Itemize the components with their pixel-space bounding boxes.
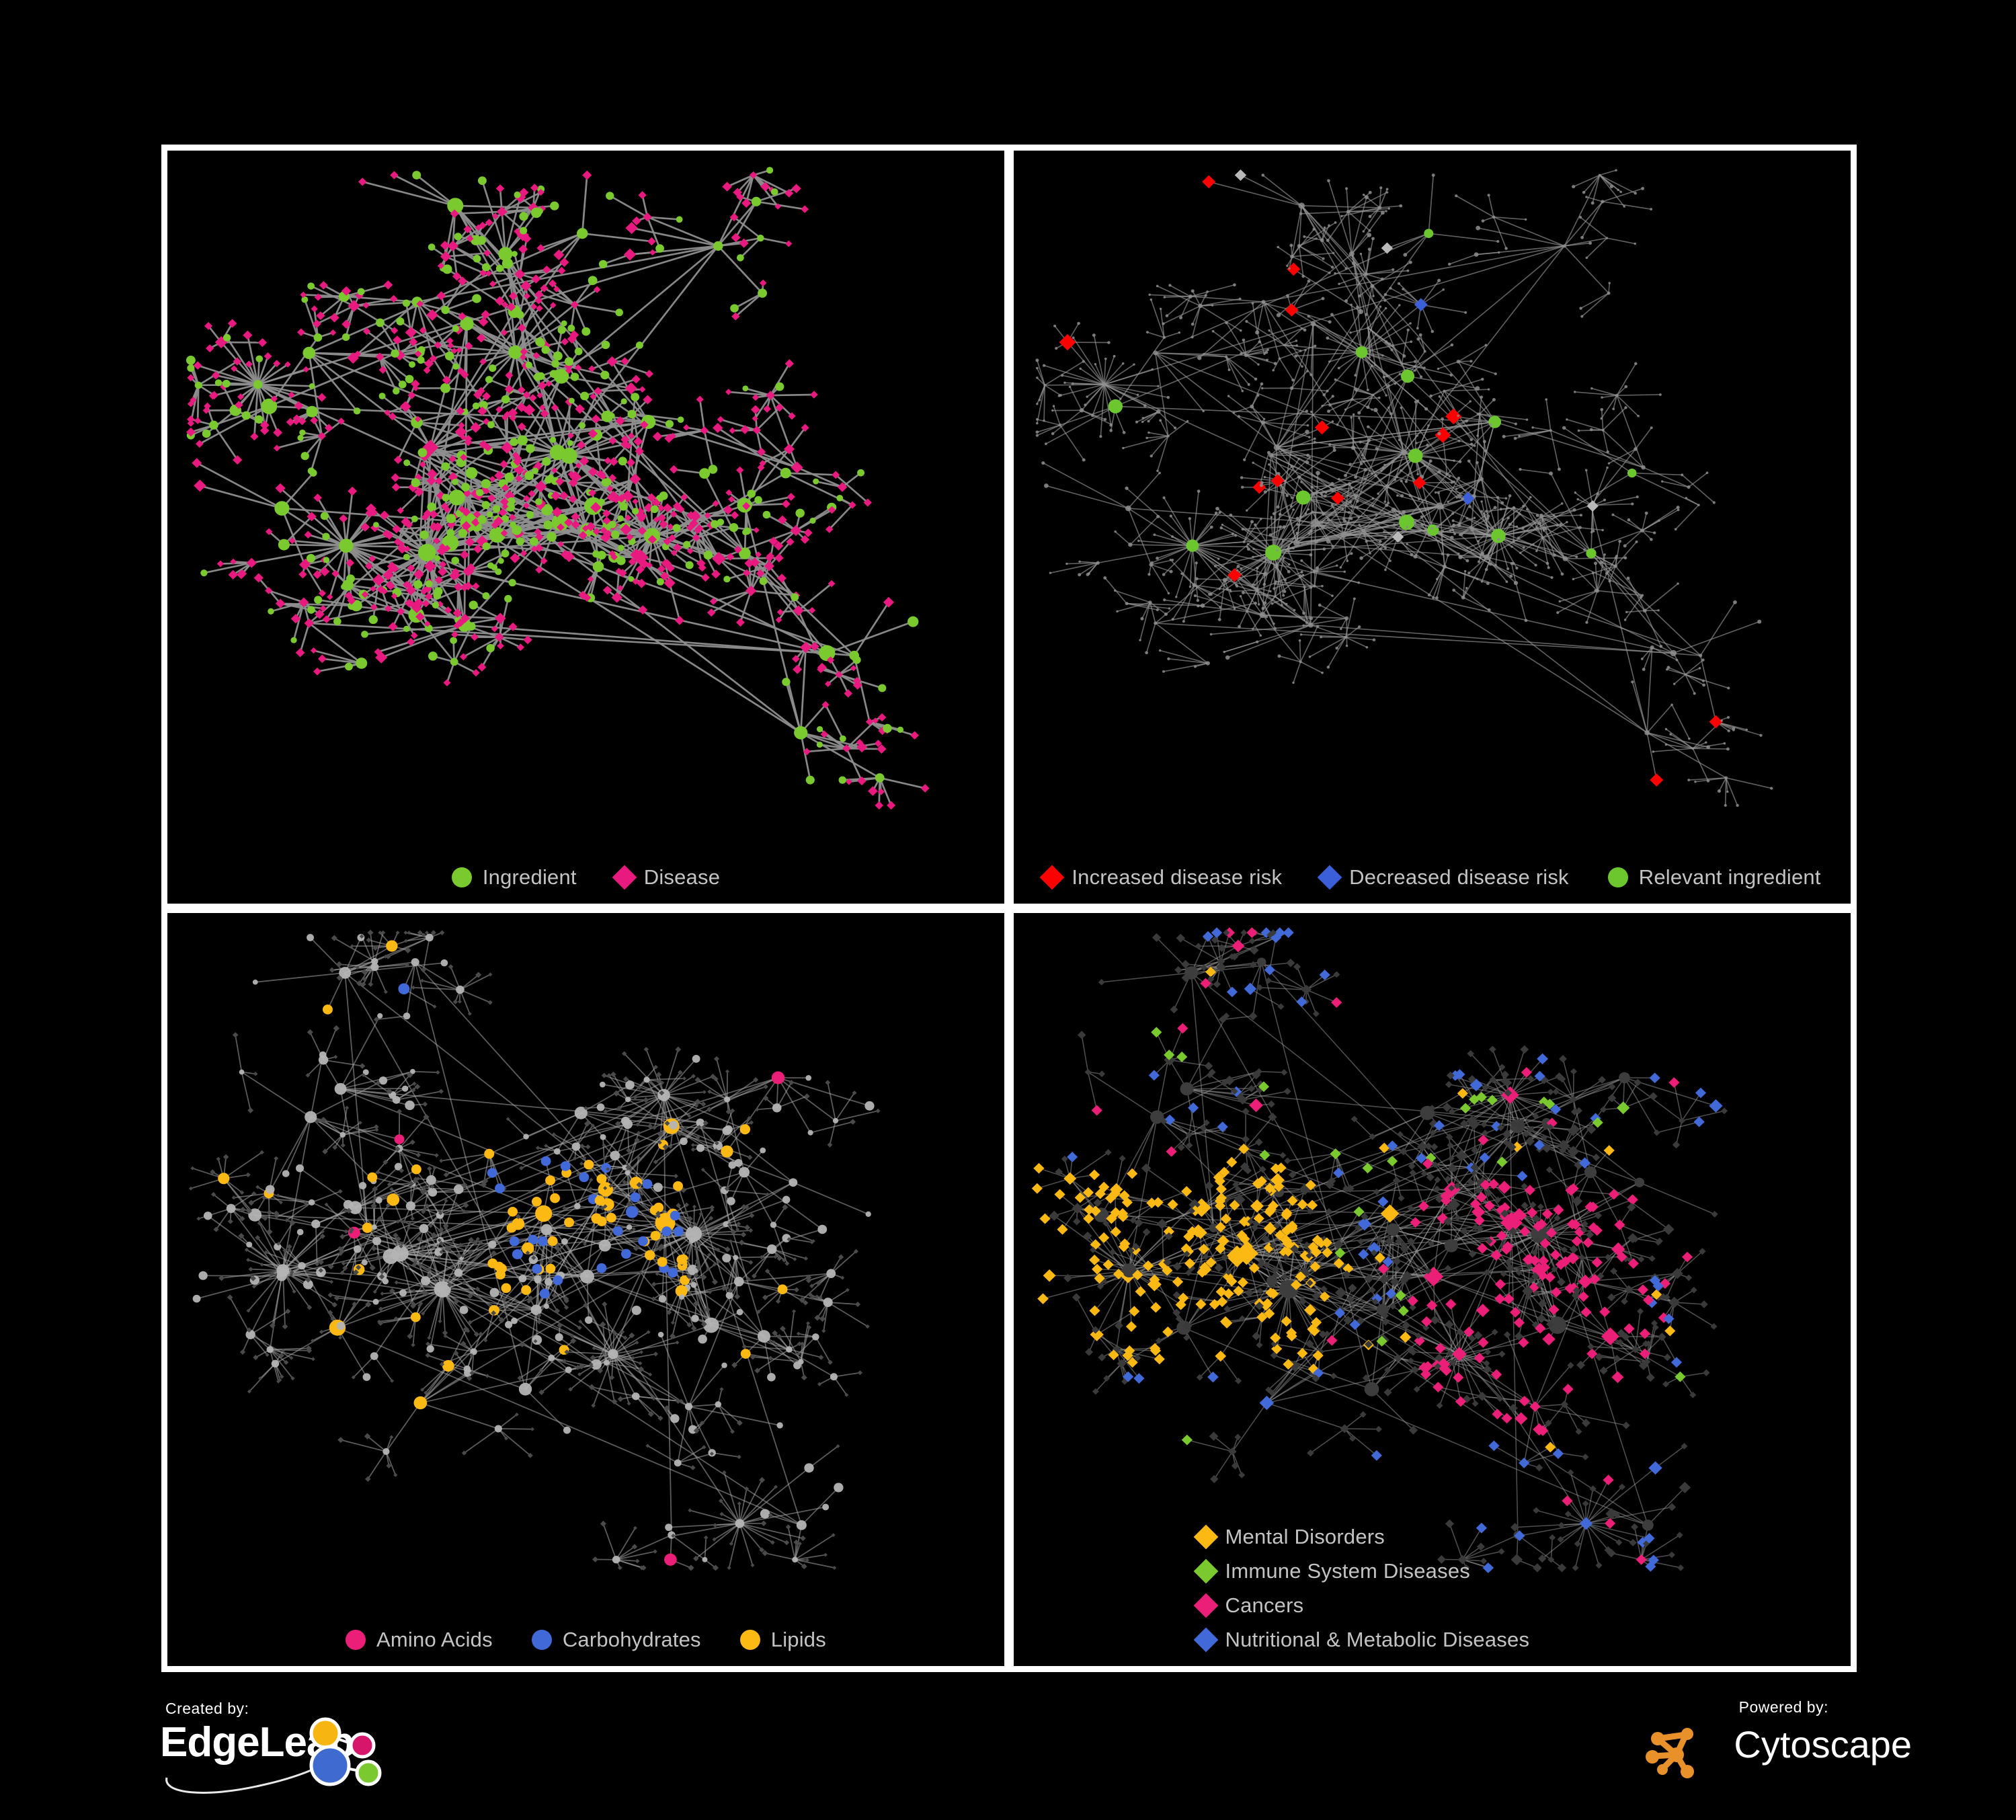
lipids-circle-icon xyxy=(739,1629,760,1650)
legend-item-relevant-ingredient: Relevant ingredient xyxy=(1607,865,1821,889)
legend-label: Nutritional & Metabolic Diseases xyxy=(1225,1628,1530,1651)
legend-ingredient-disease: Ingredient Disease xyxy=(167,865,1004,889)
legend-item-decreased-risk: Decreased disease risk xyxy=(1317,865,1569,889)
legend-label: Immune System Diseases xyxy=(1225,1559,1470,1583)
disease-diamond-icon xyxy=(612,865,637,889)
legend-item-immune-system-diseases: Immune System Diseases xyxy=(1193,1558,1470,1583)
figure-footer: Created by: EdgeLeap Powered by: Cytosca… xyxy=(0,1681,2016,1820)
legend-item-nutritional-metabolic-diseases: Nutritional & Metabolic Diseases xyxy=(1193,1627,1529,1652)
network-graph-ingredient-classes xyxy=(188,929,881,1571)
carbohydrates-circle-icon xyxy=(531,1629,552,1650)
legend-label: Relevant ingredient xyxy=(1638,865,1821,889)
legend-label: Ingredient xyxy=(482,865,577,889)
panel-ingredient-disease: Ingredient Disease xyxy=(167,151,1004,904)
legend-item-lipids: Lipids xyxy=(739,1628,826,1651)
legend-disease-risk: Increased disease risk Decreased disease… xyxy=(1014,865,1851,889)
panel-ingredient-classes: Amino Acids Carbohydrates Lipids xyxy=(167,913,1004,1666)
powered-by-label: Powered by: xyxy=(1738,1698,1828,1716)
legend-item-increased-risk: Increased disease risk xyxy=(1039,865,1283,889)
decreased-risk-diamond-icon xyxy=(1317,865,1342,889)
panel-disease-risk: Increased disease risk Decreased disease… xyxy=(1014,151,1851,904)
legend-item-ingredient: Ingredient xyxy=(451,865,577,889)
legend-label: Amino Acids xyxy=(376,1628,493,1651)
edgeleap-logo: Created by: EdgeLeap xyxy=(159,1700,441,1801)
legend-item-cancers: Cancers xyxy=(1193,1593,1433,1618)
panel-disease-classes: Mental Disorders Immune System Diseases … xyxy=(1014,913,1851,1666)
legend-label: Increased disease risk xyxy=(1072,865,1283,889)
relevant-ingredient-circle-icon xyxy=(1607,867,1628,887)
amino-acids-circle-icon xyxy=(346,1629,366,1650)
edgeleap-graph-icon xyxy=(165,1717,382,1794)
mental-disorders-diamond-icon xyxy=(1193,1524,1218,1549)
legend-item-amino-acids: Amino Acids xyxy=(346,1629,493,1650)
cytoscape-logo: Powered by: Cytoscape xyxy=(1629,1698,1912,1799)
legend-label: Disease xyxy=(643,865,721,889)
legend-label: Cancers xyxy=(1225,1593,1304,1617)
cytoscape-graph-icon xyxy=(1646,1728,1694,1778)
legend-label: Decreased disease risk xyxy=(1349,865,1569,889)
network-graph-disease-classes xyxy=(1031,927,1728,1573)
ingredient-circle-icon xyxy=(451,867,472,887)
network-graph-ingredient-disease xyxy=(186,167,930,810)
legend-item-disease: Disease xyxy=(612,865,721,889)
legend-item-mental-disorders: Mental Disorders xyxy=(1193,1524,1433,1549)
nutritional-metabolic-diseases-diamond-icon xyxy=(1193,1627,1218,1652)
legend-disease-classes: Mental Disorders Immune System Diseases … xyxy=(1170,1524,1695,1652)
legend-label: Carbohydrates xyxy=(562,1628,701,1651)
cancers-diamond-icon xyxy=(1193,1593,1218,1618)
legend-label: Mental Disorders xyxy=(1225,1525,1385,1548)
legend-item-carbohydrates: Carbohydrates xyxy=(531,1628,701,1651)
legend-label: Lipids xyxy=(770,1628,826,1651)
immune-system-diseases-diamond-icon xyxy=(1193,1558,1218,1583)
cytoscape-wordmark: Cytoscape xyxy=(1734,1723,1912,1766)
network-graph-disease-risk xyxy=(1035,169,1773,807)
legend-ingredient-classes: Amino Acids Carbohydrates Lipids xyxy=(167,1629,1004,1650)
created-by-label: Created by: xyxy=(165,1700,249,1717)
increased-risk-diamond-icon xyxy=(1039,865,1065,889)
figure-panel-grid: Ingredient Disease Increased disease ris… xyxy=(161,145,1857,1672)
